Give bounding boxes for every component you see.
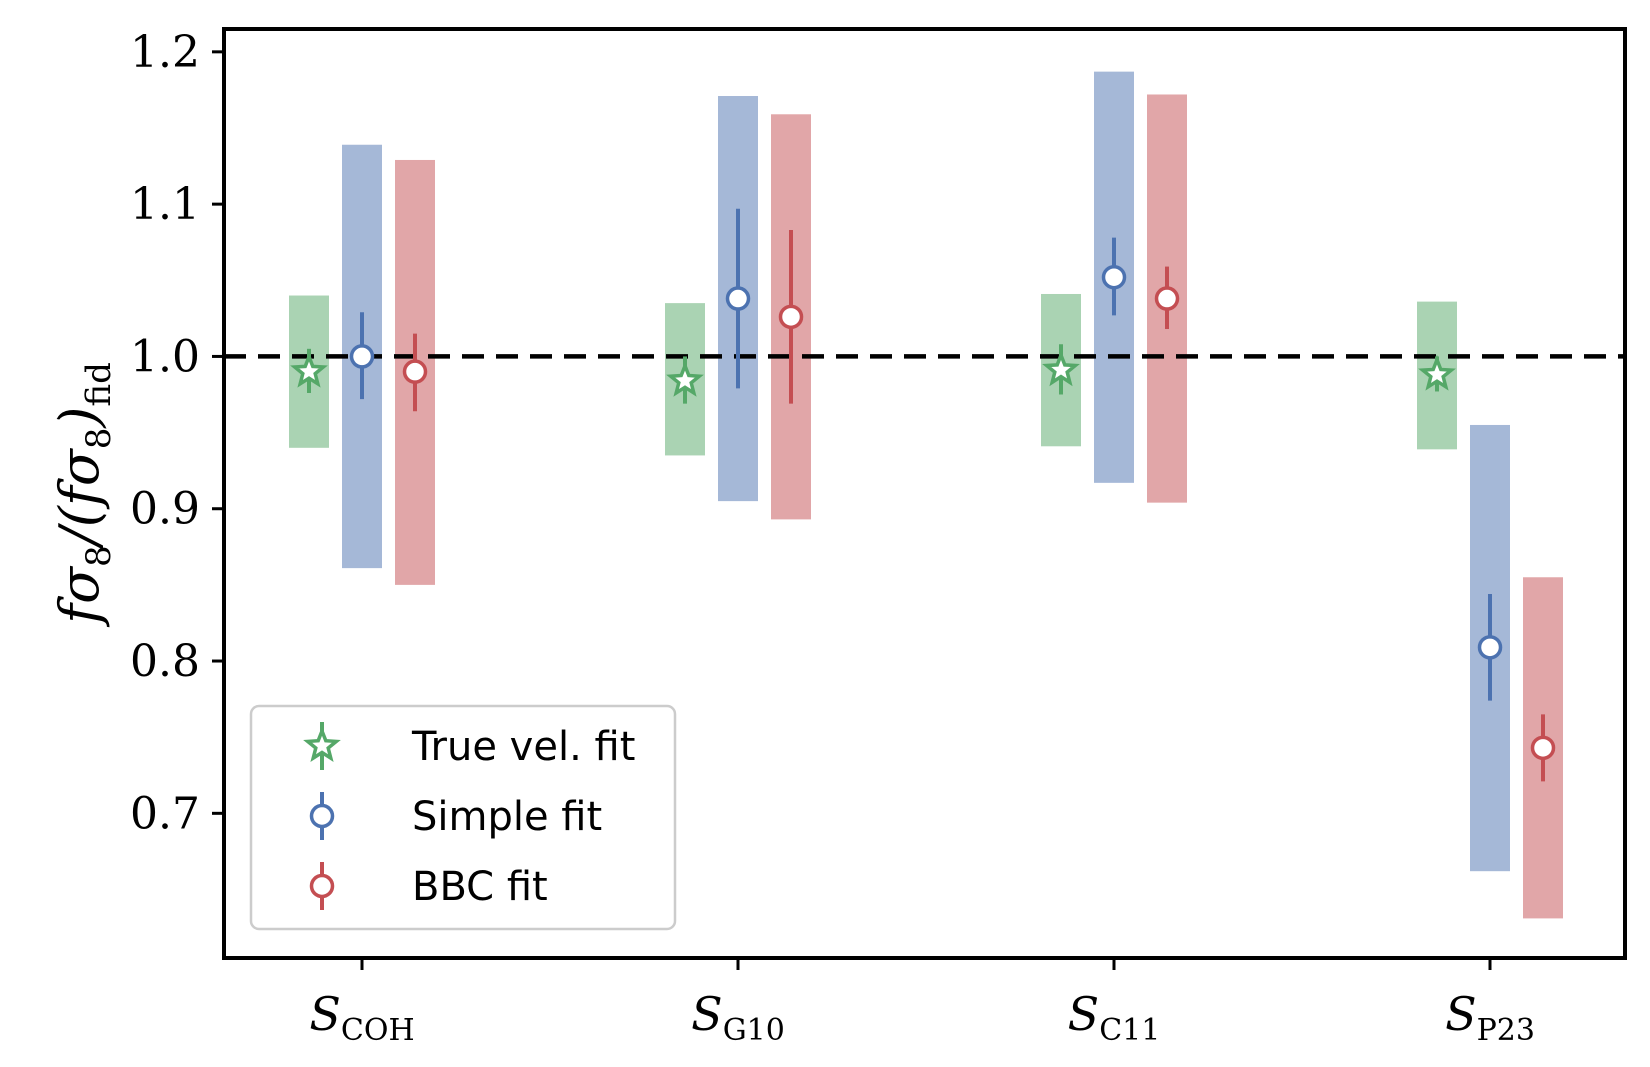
y-axis-ticks: 0.7 0.8 0.9 1.0 1.1 1.2 [130,27,224,839]
x-tick-label-2: SC11 [1068,987,1161,1048]
y-tick-label-2: 0.9 [130,484,200,535]
y-tick-label-5: 1.2 [130,27,200,78]
point-0-1 [666,361,704,397]
plot-frame [222,27,1627,960]
data-markers [290,264,1556,761]
point-1-1 [725,286,751,311]
point-2-2 [1154,286,1180,311]
legend-label-2: BBC fit [412,864,548,910]
y-axis-label: fσ8/(fσ8)fid [48,362,119,628]
point-0-0 [290,351,328,388]
x-axis-ticks: SCOH SG10 SC11 SP23 [309,958,1535,1048]
point-0-2 [1042,350,1080,387]
y-tick-label-4: 1.1 [130,179,200,230]
legend-box [249,704,677,931]
legend-label-1: Simple fit [412,794,602,840]
point-2-3 [1530,735,1556,761]
legend-marker-1 [309,803,335,829]
y-tick-label-0: 0.7 [130,788,200,839]
point-0-3 [1418,354,1456,391]
point-1-2 [1101,264,1127,290]
y-tick-label-1: 0.8 [130,636,200,687]
x-tick-label-1: SG10 [691,987,785,1048]
error-bars [307,208,1545,782]
point-1-0 [349,344,375,369]
point-2-0 [402,359,428,384]
point-1-3 [1477,635,1503,660]
x-tick-label-3: SP23 [1445,987,1535,1048]
x-tick-label-0: SCOH [309,987,414,1048]
legend-label-0: True vel. fit [411,724,635,770]
legend-marker-0 [303,726,341,762]
legend-marker-2 [309,873,335,899]
legend: True vel. fit Simple fit BBC fit [249,704,677,931]
y-tick-label-3: 1.0 [130,331,200,382]
point-2-1 [778,304,804,330]
